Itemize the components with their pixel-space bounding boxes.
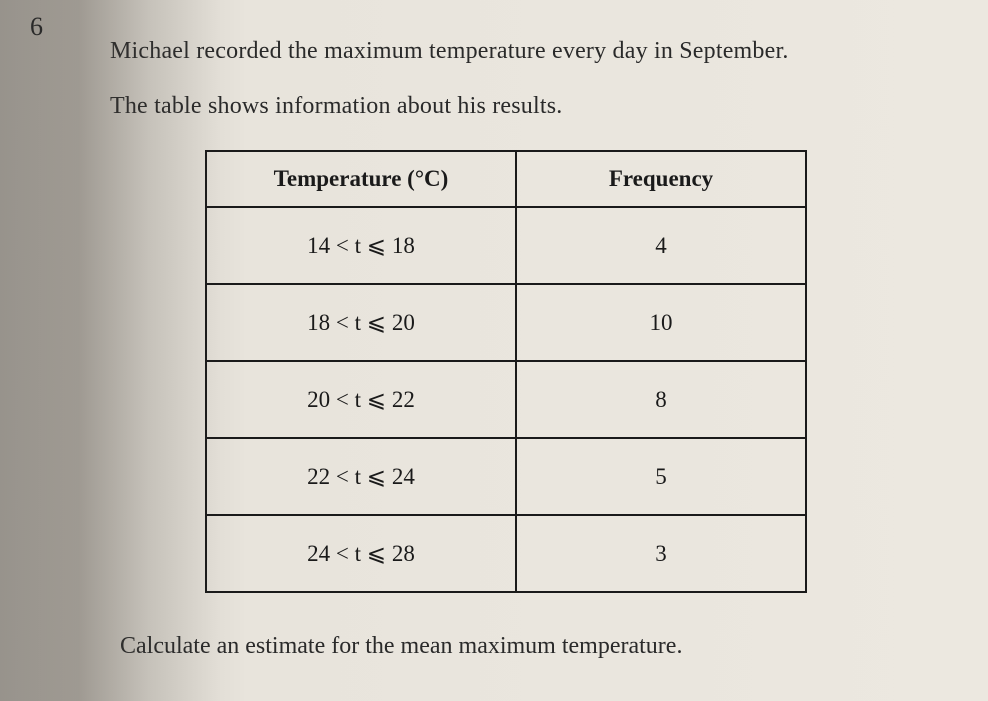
temperature-range-cell: 14 < t ⩽ 18 <box>206 207 516 284</box>
table-row: 22 < t ⩽ 24 5 <box>206 438 806 515</box>
range-low: 24 <box>307 541 330 566</box>
range-low: 22 <box>307 464 330 489</box>
temperature-range-cell: 24 < t ⩽ 28 <box>206 515 516 592</box>
range-low: 20 <box>307 387 330 412</box>
worksheet-page: 6 Michael recorded the maximum temperatu… <box>0 0 988 701</box>
range-high: 20 <box>392 310 415 335</box>
question-content: Michael recorded the maximum temperature… <box>40 20 928 660</box>
range-low: 14 <box>307 233 330 258</box>
table-row: 14 < t ⩽ 18 4 <box>206 207 806 284</box>
range-high: 24 <box>392 464 415 489</box>
column-header-temperature: Temperature (°C) <box>206 151 516 207</box>
table-row: 18 < t ⩽ 20 10 <box>206 284 806 361</box>
column-header-frequency: Frequency <box>516 151 806 207</box>
temperature-range-cell: 20 < t ⩽ 22 <box>206 361 516 438</box>
frequency-cell: 5 <box>516 438 806 515</box>
frequency-cell: 10 <box>516 284 806 361</box>
frequency-table-container: Temperature (°C) Frequency 14 < t ⩽ 18 4… <box>205 150 928 593</box>
question-number: 6 <box>30 12 43 42</box>
frequency-cell: 8 <box>516 361 806 438</box>
range-high: 22 <box>392 387 415 412</box>
range-low: 18 <box>307 310 330 335</box>
range-high: 28 <box>392 541 415 566</box>
table-header-row: Temperature (°C) Frequency <box>206 151 806 207</box>
frequency-cell: 3 <box>516 515 806 592</box>
table-row: 24 < t ⩽ 28 3 <box>206 515 806 592</box>
frequency-cell: 4 <box>516 207 806 284</box>
question-text-line1: Michael recorded the maximum temperature… <box>110 38 928 65</box>
question-instruction: Calculate an estimate for the mean maxim… <box>120 633 928 660</box>
range-high: 18 <box>392 233 415 258</box>
frequency-table: Temperature (°C) Frequency 14 < t ⩽ 18 4… <box>205 150 807 593</box>
temperature-range-cell: 18 < t ⩽ 20 <box>206 284 516 361</box>
table-row: 20 < t ⩽ 22 8 <box>206 361 806 438</box>
question-text-line2: The table shows information about his re… <box>110 93 928 120</box>
temperature-range-cell: 22 < t ⩽ 24 <box>206 438 516 515</box>
